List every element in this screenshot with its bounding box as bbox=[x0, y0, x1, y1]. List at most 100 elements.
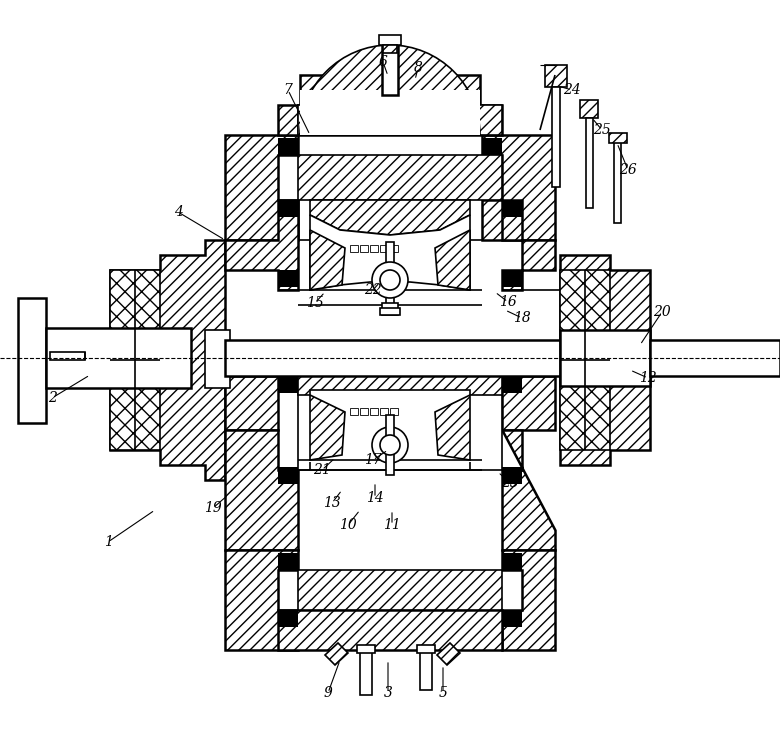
Bar bbox=[225, 340, 560, 376]
Polygon shape bbox=[360, 245, 368, 252]
Bar bbox=[502, 553, 522, 570]
Text: 13: 13 bbox=[323, 496, 341, 510]
Bar bbox=[379, 35, 401, 45]
Polygon shape bbox=[225, 200, 298, 290]
Polygon shape bbox=[225, 135, 298, 240]
Bar bbox=[278, 553, 298, 570]
Bar bbox=[278, 376, 298, 393]
Text: 4: 4 bbox=[174, 205, 183, 219]
Text: 6: 6 bbox=[378, 55, 388, 69]
Polygon shape bbox=[298, 376, 502, 395]
Polygon shape bbox=[350, 245, 358, 252]
Bar bbox=[50, 352, 85, 360]
Text: 10: 10 bbox=[339, 518, 357, 532]
Bar bbox=[502, 200, 522, 217]
Polygon shape bbox=[502, 376, 555, 430]
Bar bbox=[502, 376, 522, 393]
Polygon shape bbox=[437, 643, 460, 665]
Polygon shape bbox=[310, 230, 345, 290]
Bar bbox=[482, 138, 502, 155]
Bar bbox=[380, 308, 400, 315]
Bar bbox=[278, 200, 298, 217]
Polygon shape bbox=[435, 230, 470, 290]
Text: 17: 17 bbox=[364, 453, 382, 467]
Bar bbox=[545, 65, 567, 87]
Bar bbox=[46, 328, 191, 388]
Bar bbox=[278, 138, 298, 155]
Text: 1: 1 bbox=[104, 535, 112, 549]
Bar bbox=[382, 40, 398, 95]
Bar bbox=[650, 340, 780, 376]
Bar bbox=[386, 415, 394, 475]
Polygon shape bbox=[350, 408, 358, 415]
Polygon shape bbox=[278, 55, 502, 135]
Text: 22: 22 bbox=[364, 283, 382, 297]
Polygon shape bbox=[482, 135, 555, 240]
Bar bbox=[278, 270, 298, 287]
Circle shape bbox=[372, 427, 408, 463]
Polygon shape bbox=[390, 245, 398, 252]
Text: 16: 16 bbox=[499, 295, 517, 309]
Text: 23: 23 bbox=[501, 476, 519, 490]
Polygon shape bbox=[390, 408, 398, 415]
Text: 20: 20 bbox=[653, 305, 671, 319]
Bar bbox=[417, 645, 435, 653]
Polygon shape bbox=[225, 376, 278, 430]
Bar bbox=[205, 330, 230, 388]
Text: 9: 9 bbox=[324, 686, 332, 700]
Bar bbox=[278, 467, 298, 484]
Text: 12: 12 bbox=[639, 371, 657, 385]
Bar bbox=[300, 90, 480, 135]
Polygon shape bbox=[560, 255, 650, 465]
Bar bbox=[357, 645, 375, 653]
Polygon shape bbox=[560, 270, 610, 450]
Polygon shape bbox=[360, 408, 368, 415]
Polygon shape bbox=[298, 155, 502, 200]
Bar bbox=[18, 298, 46, 423]
Bar bbox=[609, 133, 627, 143]
Text: 8: 8 bbox=[413, 61, 423, 75]
Bar bbox=[552, 87, 560, 187]
Bar bbox=[502, 467, 522, 484]
Polygon shape bbox=[225, 550, 298, 650]
Circle shape bbox=[372, 262, 408, 298]
Text: 26: 26 bbox=[619, 163, 637, 177]
Polygon shape bbox=[380, 408, 388, 415]
Bar bbox=[383, 45, 397, 53]
Polygon shape bbox=[110, 240, 225, 480]
Bar bbox=[360, 650, 372, 695]
Bar bbox=[614, 138, 621, 223]
Text: 15: 15 bbox=[306, 296, 324, 310]
Bar bbox=[580, 100, 598, 118]
Polygon shape bbox=[298, 105, 502, 135]
Bar bbox=[502, 270, 522, 287]
Polygon shape bbox=[310, 200, 470, 235]
Polygon shape bbox=[278, 610, 502, 650]
Circle shape bbox=[380, 270, 400, 290]
Bar bbox=[560, 330, 650, 386]
Bar bbox=[382, 303, 398, 315]
Text: 3: 3 bbox=[384, 686, 392, 700]
Bar bbox=[298, 105, 482, 135]
Polygon shape bbox=[310, 395, 345, 460]
Bar bbox=[502, 610, 522, 627]
Text: 2: 2 bbox=[48, 391, 56, 405]
Wedge shape bbox=[300, 45, 480, 135]
Bar bbox=[278, 610, 298, 627]
Text: 19: 19 bbox=[204, 501, 222, 515]
Circle shape bbox=[380, 435, 400, 455]
Polygon shape bbox=[310, 215, 470, 290]
Text: 11: 11 bbox=[383, 518, 401, 532]
Polygon shape bbox=[225, 430, 298, 550]
Bar bbox=[420, 650, 432, 690]
Text: 24: 24 bbox=[563, 83, 581, 97]
Polygon shape bbox=[502, 430, 555, 550]
Text: 21: 21 bbox=[313, 463, 331, 477]
Polygon shape bbox=[325, 643, 348, 665]
Bar bbox=[386, 242, 394, 312]
Text: 7: 7 bbox=[284, 83, 292, 97]
Bar bbox=[586, 118, 593, 208]
Polygon shape bbox=[370, 245, 378, 252]
Polygon shape bbox=[435, 395, 470, 460]
Polygon shape bbox=[502, 550, 555, 650]
